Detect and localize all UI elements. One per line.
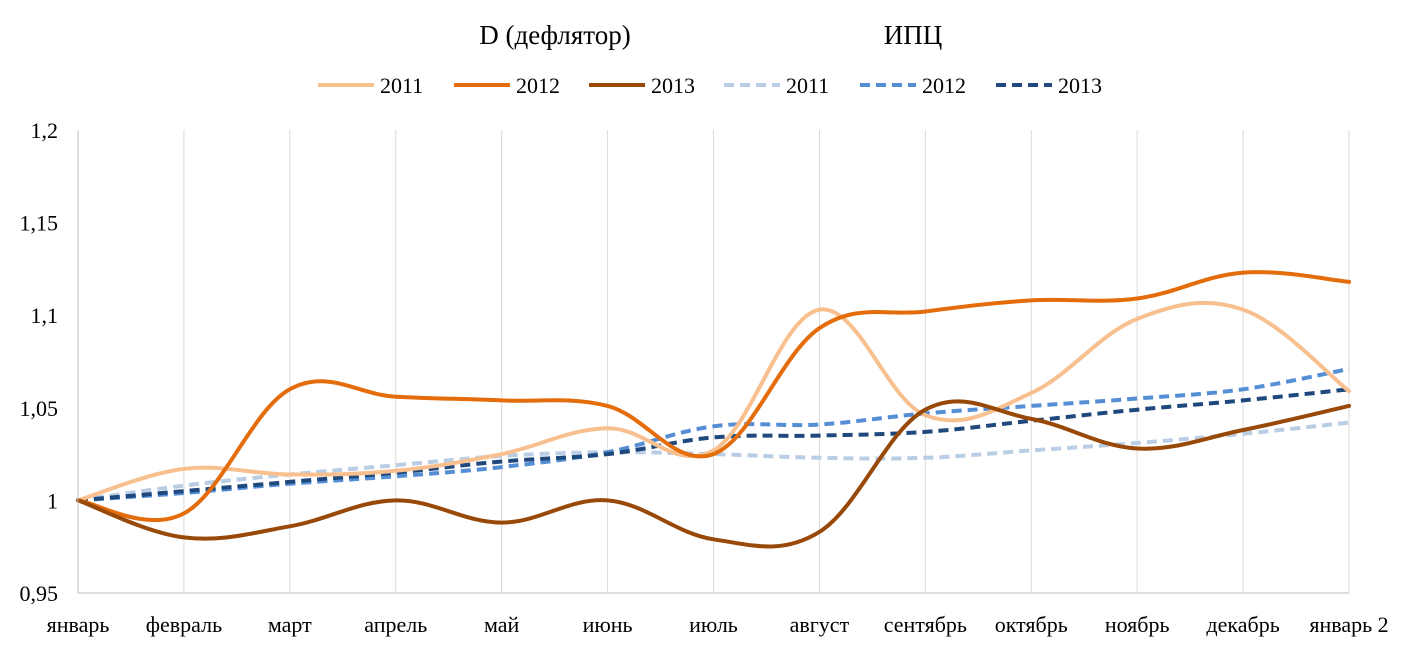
- y-tick-label: 1,2: [31, 118, 59, 143]
- legend-label: 2013: [1058, 73, 1102, 98]
- x-tick-label: июнь: [583, 612, 633, 637]
- series-line-deflator-2011: [76, 300, 1351, 503]
- group-titles: D (дефлятор) ИПЦ: [479, 20, 942, 50]
- legend: 2011 2012 2013 2011 2012 2013: [318, 73, 1102, 98]
- plot-area: 0,95 1 1,05 1,1 1,15 1,2 январь февраль март апр…: [20, 118, 1389, 637]
- x-tick-label: июль: [689, 612, 738, 637]
- legend-label: 2012: [516, 73, 560, 98]
- legend-label: 2011: [786, 73, 829, 98]
- x-tick-label: февраль: [146, 612, 222, 637]
- group-title-deflator: D (дефлятор): [479, 20, 630, 50]
- series-line-deflator-2012: [76, 270, 1351, 523]
- x-tick-label: август: [790, 612, 850, 637]
- x-tick-label: сентябрь: [884, 612, 967, 637]
- y-tick-label: 0,95: [20, 581, 59, 606]
- series-line-cpi-2013: [77, 387, 1350, 503]
- series-layer: [76, 270, 1351, 549]
- x-tick-label: январь 2: [1309, 612, 1388, 637]
- y-tick-label: 1: [47, 488, 58, 513]
- x-tick-label: ноябрь: [1105, 612, 1170, 637]
- x-tick-label: май: [484, 612, 520, 637]
- y-axis: 0,95 1 1,05 1,1 1,15 1,2: [20, 118, 79, 606]
- x-tick-label: октябрь: [995, 612, 1068, 637]
- series-line-deflator-2013: [76, 399, 1351, 549]
- x-tick-label: апрель: [364, 612, 427, 637]
- y-tick-label: 1,1: [31, 303, 59, 328]
- x-tick-label: январь: [47, 612, 110, 637]
- group-title-cpi: ИПЦ: [884, 20, 943, 50]
- x-tick-label: декабрь: [1206, 612, 1279, 637]
- y-tick-label: 1,05: [20, 396, 59, 421]
- legend-label: 2012: [922, 73, 966, 98]
- x-axis: январь февраль март апрель май июнь июль август…: [47, 592, 1389, 637]
- legend-label: 2011: [380, 73, 423, 98]
- legend-label: 2013: [651, 73, 695, 98]
- x-tick-label: март: [268, 612, 312, 637]
- gridlines: [77, 130, 1350, 593]
- y-tick-label: 1,15: [20, 211, 59, 236]
